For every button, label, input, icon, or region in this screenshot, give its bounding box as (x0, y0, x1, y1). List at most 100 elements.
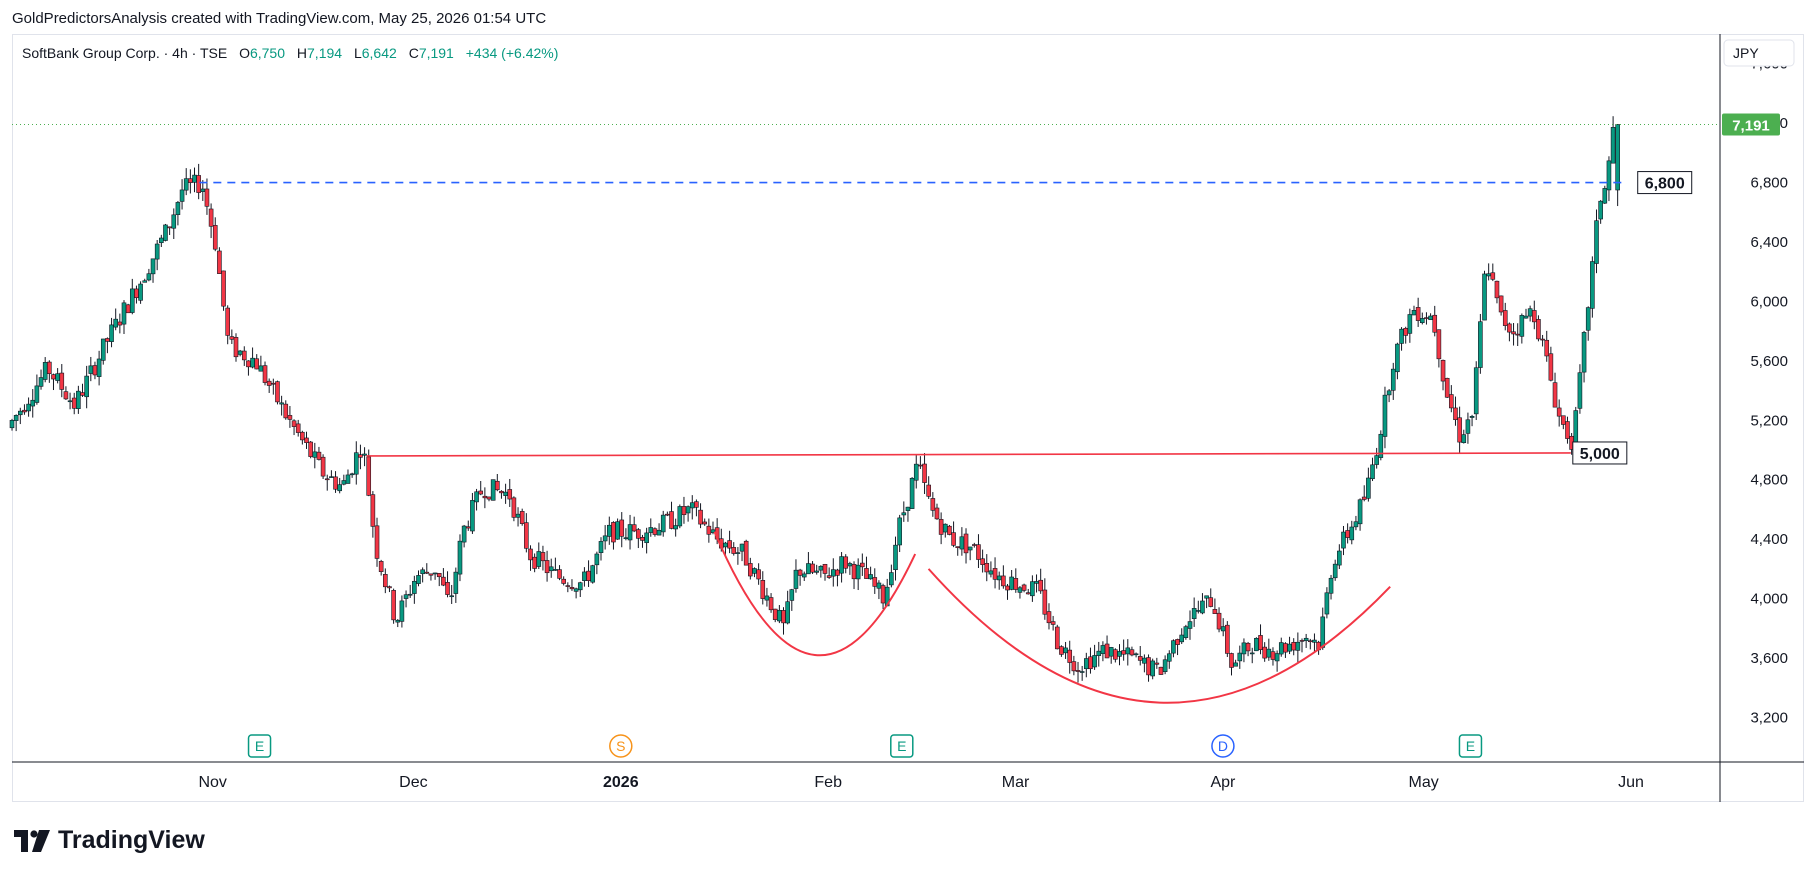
candle-up (1382, 386, 1388, 449)
candle-down (499, 490, 504, 499)
candle-down (938, 512, 944, 545)
candle-up (345, 469, 351, 484)
candle-down (1154, 657, 1160, 669)
candle-down (1137, 646, 1143, 666)
candle-up (349, 472, 355, 478)
candle-down (300, 430, 305, 445)
time-tick-label: Mar (1002, 774, 1030, 791)
candle-up (88, 356, 94, 382)
candle-down (1071, 655, 1077, 676)
candle-down (1067, 640, 1073, 674)
candle-down (665, 511, 670, 517)
candle-up (1303, 633, 1309, 648)
event-marker-letter: E (897, 738, 906, 754)
candle-up (814, 564, 819, 575)
candle-up (648, 518, 654, 537)
candle-down (424, 563, 430, 575)
candle-up (1100, 641, 1106, 662)
candle-up (1108, 646, 1114, 664)
candle-up (84, 365, 89, 409)
candle-down (241, 346, 247, 366)
candle-down (1104, 635, 1110, 659)
candle-down (1544, 330, 1550, 362)
candle-up (818, 565, 824, 578)
candle-down (934, 503, 940, 520)
candle-down (212, 217, 218, 252)
candle-up (515, 507, 521, 527)
candle-up (623, 528, 629, 541)
candle-down (1498, 295, 1504, 316)
candle-down (71, 392, 77, 415)
symbol-title[interactable]: SoftBank Group Corp. · 4h · TSE (22, 45, 228, 61)
candle-up (412, 575, 417, 604)
candle-down (366, 449, 372, 497)
candle-down (1229, 652, 1234, 676)
candle-up (159, 234, 164, 247)
price-tick-label: 6,000 (1750, 293, 1788, 310)
candle-up (1366, 467, 1371, 502)
candle-down (1307, 638, 1313, 650)
small-cup-arc (713, 531, 917, 657)
candle-down (1013, 568, 1019, 593)
candle-down (1561, 415, 1566, 430)
candle-down (134, 285, 139, 304)
candle-up (656, 523, 662, 536)
candle-up (96, 350, 102, 386)
candle-down (1208, 588, 1214, 608)
candle-down (669, 501, 674, 530)
candle-up (1615, 124, 1620, 207)
candle-down (1212, 598, 1218, 614)
candle-up (689, 495, 695, 520)
candle-up (146, 268, 152, 282)
candle-down (304, 431, 309, 449)
candle-up (1606, 156, 1612, 202)
candle-up (1590, 256, 1595, 318)
candle-up (789, 588, 795, 611)
candle-up (461, 524, 467, 548)
candle-down (308, 440, 313, 459)
candle-up (258, 355, 264, 372)
high-value: 7,194 (307, 45, 343, 61)
candle-up (1337, 544, 1342, 570)
candle-up (1399, 327, 1404, 351)
candle-up (735, 547, 741, 565)
time-tick-label: Apr (1210, 774, 1236, 791)
tradingview-logo[interactable]: TradingView (14, 826, 205, 855)
candle-down (22, 404, 27, 415)
time-tick-label: Nov (198, 774, 226, 791)
candle-up (673, 518, 678, 537)
candle-up (752, 567, 757, 578)
candle-up (598, 537, 604, 561)
candle-down (731, 542, 737, 556)
candle-up (553, 557, 558, 571)
candle-up (150, 258, 156, 283)
candle-down (51, 373, 56, 391)
candle-down (333, 471, 338, 493)
candle-up (1017, 586, 1023, 599)
candle-down (586, 560, 591, 587)
price-tick-label: 6,400 (1750, 234, 1788, 251)
candle-up (801, 571, 807, 581)
attribution-text: GoldPredictorsAnalysis created with Trad… (12, 10, 547, 27)
candle-up (1378, 430, 1384, 461)
candle-up (644, 527, 649, 554)
candle-up (1034, 574, 1039, 593)
candle-down (918, 456, 923, 469)
candle-down (482, 487, 488, 509)
time-tick-label: Feb (814, 774, 842, 791)
candle-up (1419, 312, 1425, 325)
price-tick-label: 6,800 (1750, 175, 1788, 192)
candle-down (465, 520, 471, 531)
candle-down (1088, 647, 1093, 674)
candle-down (835, 568, 840, 587)
candle-down (544, 550, 550, 582)
candle-down (1515, 323, 1520, 347)
candle-up (1096, 641, 1102, 667)
candle-down (992, 557, 998, 589)
candle-up (627, 514, 633, 550)
candle-down (1436, 329, 1442, 368)
candle-down (1038, 568, 1043, 594)
earnings-event-marker (247, 734, 272, 758)
candle-down (872, 568, 878, 594)
